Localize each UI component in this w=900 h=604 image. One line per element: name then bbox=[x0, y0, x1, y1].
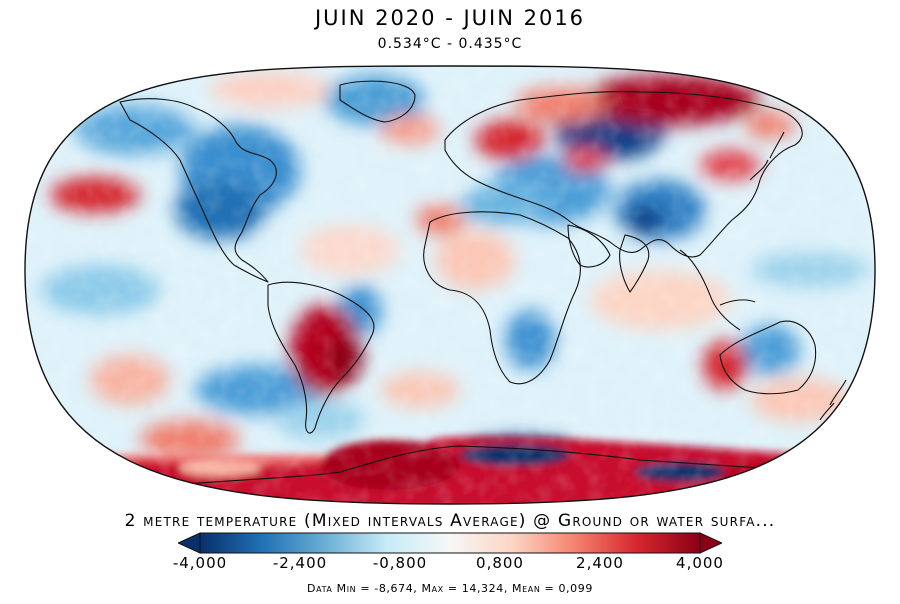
south-america-coast bbox=[267, 281, 375, 434]
colorbar-tick-label: -0,800 bbox=[372, 554, 428, 572]
map-title: JUIN 2020 - JUIN 2016 bbox=[314, 6, 586, 30]
africa-coast bbox=[423, 211, 581, 385]
india-coast bbox=[619, 234, 650, 293]
australia-coast bbox=[719, 320, 817, 395]
europe-asia-coast bbox=[444, 91, 803, 258]
colorbar-tick-label: 4,000 bbox=[676, 554, 724, 572]
colorbar-tick-label: -2,400 bbox=[272, 554, 328, 572]
japan-coast bbox=[749, 131, 785, 181]
north-america-coast bbox=[119, 98, 277, 283]
colorbar-gradient bbox=[199, 532, 701, 554]
world-temperature-anomaly-map bbox=[24, 65, 876, 505]
colorbar-tick-label: 0,800 bbox=[476, 554, 524, 572]
colorbar-tick-label: 2,400 bbox=[576, 554, 624, 572]
coastlines bbox=[119, 80, 847, 489]
greenland-coast bbox=[339, 80, 416, 123]
southeast-asia-coast bbox=[679, 249, 756, 331]
colorbar-extend-low-arrow bbox=[178, 532, 201, 554]
map-projection-outline bbox=[24, 65, 876, 505]
anomaly-texture bbox=[25, 66, 875, 504]
antarctica-coast bbox=[139, 445, 821, 489]
data-statistics: Data Min = -8,674, Max = 14,324, Mean = … bbox=[307, 582, 593, 595]
colorbar bbox=[178, 532, 722, 554]
variable-title: 2 metre temperature (Mixed intervals Ave… bbox=[124, 511, 776, 531]
map-subtitle: 0.534°C - 0.435°C bbox=[377, 36, 523, 52]
colorbar-tick-label: -4,000 bbox=[172, 554, 228, 572]
arabia-coast bbox=[567, 224, 611, 268]
colorbar-extend-high-arrow bbox=[699, 532, 722, 554]
new-zealand-coast bbox=[819, 379, 847, 421]
